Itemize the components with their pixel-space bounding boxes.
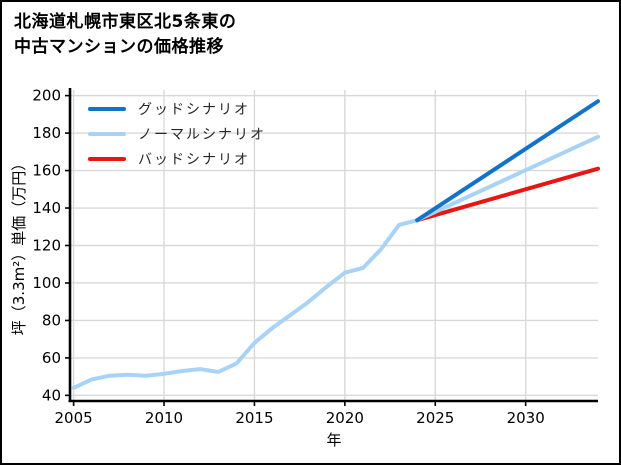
chart-title-line1: 北海道札幌市東区北5条東の	[14, 12, 237, 32]
legend-label-normal-scenario: ノーマルシナリオ	[138, 126, 266, 143]
legend-swatch-good-scenario	[88, 106, 126, 111]
legend-label-good-scenario: グッドシナリオ	[138, 101, 250, 118]
legend-item-good-scenario: グッドシナリオ	[88, 96, 266, 121]
chart-title-line2: 中古マンションの価格推移	[14, 36, 224, 57]
y-tick-label: 180	[32, 124, 61, 142]
y-tick-label: 60	[42, 349, 61, 367]
x-axis-label: 年	[326, 431, 341, 449]
y-tick-label: 200	[32, 87, 61, 105]
legend-label-bad-scenario: バッドシナリオ	[138, 151, 250, 168]
legend-item-normal-scenario: ノーマルシナリオ	[88, 121, 266, 146]
y-tick-label: 80	[42, 311, 61, 329]
y-tick-label: 140	[32, 199, 61, 217]
normal-scenario-line	[415, 134, 600, 223]
history-line	[71, 218, 420, 390]
good-scenario-line	[415, 99, 600, 223]
y-tick-label: 160	[32, 162, 61, 180]
legend-swatch-bad-scenario	[88, 156, 126, 161]
legend-item-bad-scenario: バッドシナリオ	[88, 146, 266, 171]
x-tick-label: 2005	[55, 409, 93, 427]
x-tick-label: 2010	[145, 409, 183, 427]
bad-scenario-line	[415, 166, 600, 223]
legend: グッドシナリオ ノーマルシナリオ バッドシナリオ	[88, 96, 266, 171]
y-tick-label: 40	[42, 386, 61, 404]
x-tick-label: 2025	[416, 409, 454, 427]
y-tick-label: 120	[32, 237, 61, 255]
x-tick-label: 2020	[326, 409, 364, 427]
y-tick-label: 100	[32, 274, 61, 292]
x-tick-label: 2030	[507, 409, 545, 427]
chart-title: 北海道札幌市東区北5条東の 中古マンションの価格推移	[14, 10, 236, 59]
legend-swatch-normal-scenario	[88, 131, 126, 136]
y-axis-label: 坪（3.3m²）単価（万円）	[10, 156, 28, 335]
x-tick-label: 2015	[235, 409, 273, 427]
